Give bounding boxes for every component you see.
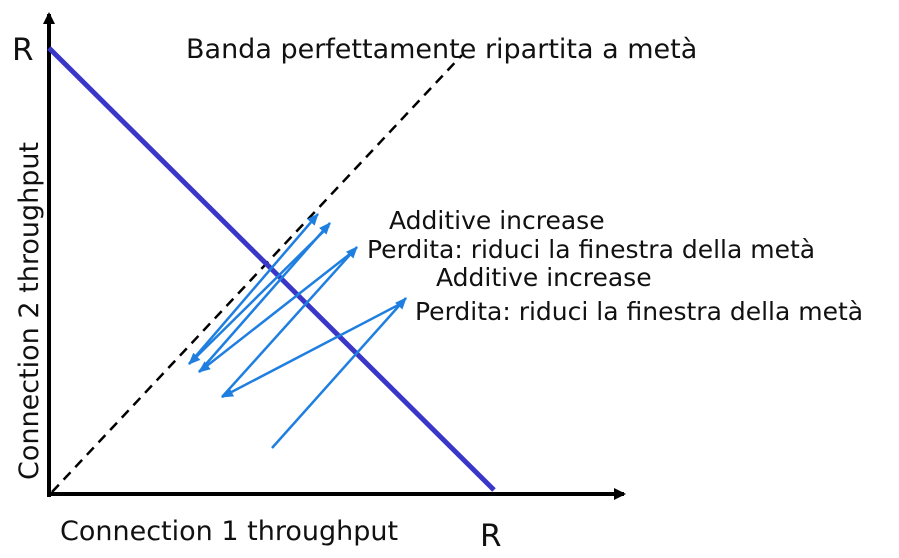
trajectory-arrow [221, 246, 358, 398]
y-axis-title: Connection 2 throughput [14, 142, 45, 480]
loss-label-2: Perdita: riduci la finestra della metà [415, 297, 863, 326]
trajectory-arrow [188, 213, 319, 365]
x-axis-title: Connection 1 throughput [60, 516, 398, 547]
trajectory-arrow [198, 249, 356, 373]
trajectory-arrow [188, 225, 330, 365]
fair-share-label: Banda perfettamente ripartita a metà [186, 34, 697, 65]
additive-increase-label-1: Additive increase [389, 206, 605, 235]
y-axis-max-label: R [12, 32, 34, 68]
additive-increase-label-2: Additive increase [436, 263, 652, 292]
fair-share-line [51, 54, 463, 493]
x-axis-max-label: R [480, 518, 502, 554]
trajectory-arrow [221, 300, 405, 399]
trajectory-arrow [271, 297, 407, 449]
loss-label-1: Perdita: riduci la finestra della metà [367, 235, 815, 264]
